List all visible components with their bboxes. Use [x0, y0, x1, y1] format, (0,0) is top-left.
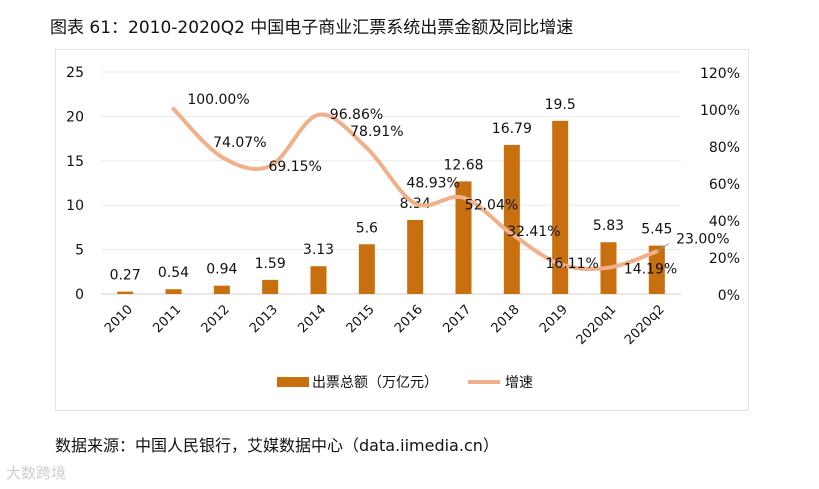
line-label: 74.07%: [213, 135, 266, 151]
bar: [503, 144, 520, 294]
bar-label: 0.27: [110, 268, 141, 284]
line-label: 100.00%: [187, 92, 249, 108]
legend-bar-swatch: [277, 377, 309, 387]
legend-line-label: 增速: [505, 375, 533, 391]
line-label: 69.15%: [268, 159, 321, 175]
x-tick: 2010: [102, 302, 136, 336]
bar-label: 0.94: [206, 262, 237, 278]
bar: [213, 285, 230, 294]
y-right-tick: 120%: [700, 66, 740, 82]
y-right-tick: 80%: [709, 140, 740, 156]
chart-frame: [55, 49, 749, 411]
bar: [358, 244, 375, 294]
bar: [262, 279, 279, 294]
source-note: 数据来源：中国人民银行，艾媒数据中心（data.iimedia.cn）: [55, 436, 499, 455]
x-tick: 2019: [537, 302, 571, 336]
bar-label: 19.5: [545, 97, 576, 113]
x-tick: 2018: [489, 302, 523, 336]
line-label: 16.11%: [545, 256, 598, 272]
bar: [407, 219, 424, 294]
bar-label: 1.59: [255, 256, 286, 272]
legend-bar-label: 出票总额（万亿元）: [312, 375, 438, 391]
y-left-tick: 15: [66, 154, 84, 170]
x-tick: 2014: [295, 302, 329, 336]
bar-label: 16.79: [492, 121, 532, 137]
y-right-tick: 20%: [709, 251, 740, 267]
x-tick: 2020q1: [574, 302, 620, 348]
growth-line: [171, 107, 659, 272]
x-tick: 2015: [344, 302, 378, 336]
line-label: 48.93%: [406, 175, 459, 191]
line-label: 78.91%: [350, 124, 403, 140]
x-tick: 2012: [199, 302, 233, 336]
bar: [165, 289, 182, 294]
x-tick: 2016: [392, 302, 426, 336]
leader-line: [656, 243, 670, 252]
line-label: 96.86%: [330, 107, 383, 123]
bar-label: 3.13: [303, 242, 334, 258]
bar: [552, 120, 569, 294]
y-left-tick: 0: [75, 287, 84, 303]
y-right-tick: 0%: [718, 288, 740, 304]
x-tick: 2013: [247, 302, 281, 336]
y-right-tick: 60%: [709, 177, 740, 193]
bar: [117, 291, 134, 294]
y-left-tick: 20: [66, 109, 84, 125]
line-label: 14.19%: [624, 262, 677, 278]
y-left-tick: 10: [66, 198, 84, 214]
bar-label: 5.45: [641, 222, 672, 238]
x-tick: 2011: [150, 302, 184, 336]
y-right-tick: 40%: [709, 214, 740, 230]
bar-label: 12.68: [443, 157, 483, 173]
y-right-tick: 100%: [700, 103, 740, 119]
y-left-tick: 25: [66, 65, 84, 81]
bar: [310, 266, 327, 294]
x-tick: 2020q2: [622, 302, 668, 348]
watermark: 大数跨境: [6, 464, 67, 482]
line-label: 23.00%: [676, 231, 729, 247]
bar: [648, 245, 665, 294]
bar-label: 5.6: [356, 220, 378, 236]
x-tick: 2017: [440, 302, 474, 336]
y-left-tick: 5: [75, 243, 84, 259]
line-label: 32.41%: [507, 224, 560, 240]
line-label: 52.04%: [465, 198, 518, 214]
bar-label: 0.54: [158, 265, 189, 281]
bar-label: 5.83: [593, 218, 624, 234]
bar: [455, 181, 472, 294]
chart-title: 图表 61：2010-2020Q2 中国电子商业汇票系统出票金额及同比增速: [50, 18, 574, 38]
